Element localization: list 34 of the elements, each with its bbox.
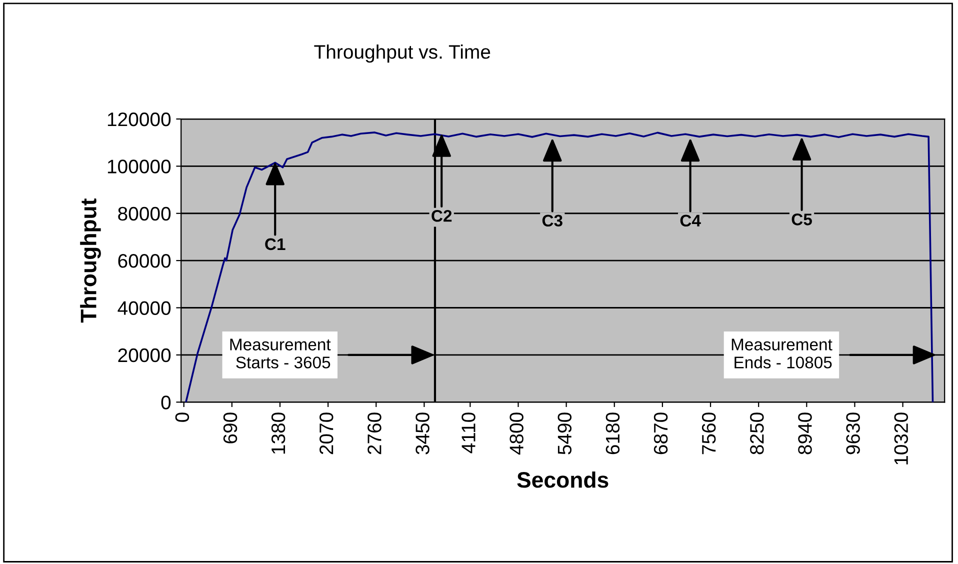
x-tick-label: 2760 <box>368 412 382 454</box>
x-tick-label: 6870 <box>654 412 668 454</box>
x-tick-label: 0 <box>175 412 190 422</box>
x-axis-title: Seconds <box>517 471 608 488</box>
annotation: C1 <box>265 238 286 250</box>
x-tick-label: 7560 <box>702 412 716 454</box>
y-tick-label: 40000 <box>118 301 171 315</box>
x-tick-label: 9630 <box>846 412 860 454</box>
x-tick-label: 8250 <box>750 412 764 454</box>
x-tick-label: 10320 <box>894 412 908 464</box>
annotation: C2 <box>432 210 452 222</box>
y-tick-label: 100000 <box>108 160 171 174</box>
y-tick-label: 0 <box>161 396 171 410</box>
x-tick-label: 690 <box>223 412 238 444</box>
annotation: C3 <box>542 214 562 227</box>
y-tick-label: 20000 <box>118 348 171 362</box>
x-tick-label: 8940 <box>798 412 812 454</box>
annotation: Measurement Ends - 10805 <box>732 338 832 368</box>
x-tick-label: 4800 <box>510 412 524 455</box>
y-tick-label: 60000 <box>118 254 171 268</box>
annotation: C4 <box>680 214 701 227</box>
annotation: C5 <box>792 214 812 226</box>
chart-title: Throughput vs. Time <box>314 44 490 63</box>
x-tick-label: 5490 <box>558 412 572 454</box>
annotation: Measurement Starts - 3605 <box>230 338 331 368</box>
x-tick-label: 4110 <box>462 412 476 454</box>
x-tick-label: 2070 <box>320 412 334 454</box>
y-tick-label: 80000 <box>118 206 171 221</box>
x-tick-label: 6180 <box>606 412 620 454</box>
x-tick-label: 3450 <box>416 412 430 454</box>
line-series <box>185 132 934 402</box>
y-tick-label: 120000 <box>108 112 171 126</box>
y-axis-title: Throughput <box>80 198 101 323</box>
x-tick-label: 1380 <box>271 412 286 454</box>
